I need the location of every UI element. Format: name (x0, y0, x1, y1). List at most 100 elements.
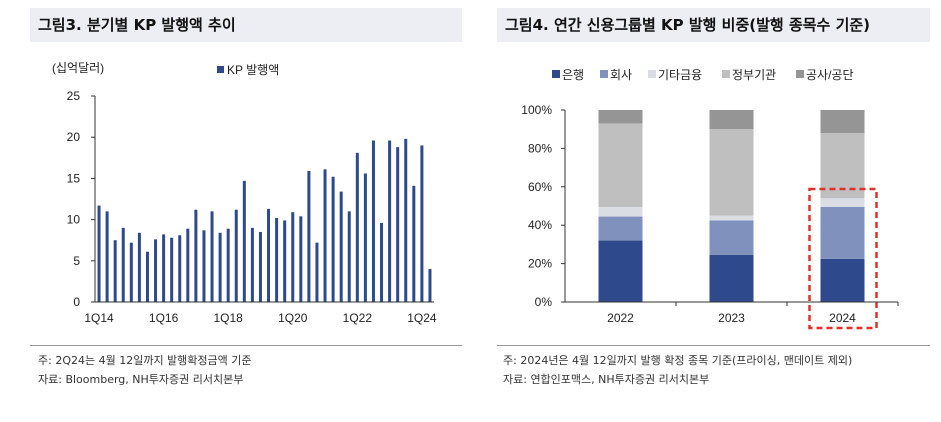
bar-1Q15 (129, 242, 133, 302)
bar-2024-회사 (820, 206, 865, 259)
bar-1Q17 (194, 209, 198, 302)
y-tick-label: 25 (67, 89, 81, 103)
y-tick-label: 80% (528, 141, 552, 155)
y-tick-label: 100% (521, 103, 552, 117)
bar-2Q18 (234, 209, 238, 302)
bar-2023-정부기관 (709, 129, 754, 216)
bar-2Q16 (170, 237, 174, 302)
bar-4Q17 (218, 232, 222, 302)
legend-label: KP 발행액 (227, 62, 279, 77)
bar-3Q21 (339, 191, 343, 302)
legend-label: 정부기관 (732, 68, 776, 82)
x-tick-label: 1Q18 (213, 311, 243, 325)
bar-2022-회사 (598, 216, 643, 241)
bar-3Q15 (145, 251, 149, 302)
y-tick-label: 20% (528, 257, 552, 271)
bar-1Q18 (226, 228, 230, 302)
highlight-box (808, 187, 878, 330)
x-tick-label: 1Q22 (343, 311, 373, 325)
bar-2Q23 (396, 147, 400, 302)
y-tick-label: 20 (67, 130, 81, 144)
bar-2024-공사/공단 (820, 110, 865, 134)
y-tick-label: 10 (67, 213, 81, 227)
bar-2022-기타금융 (598, 206, 643, 217)
x-tick-label: 1Q14 (84, 311, 114, 325)
figure4-title: 그림4. 연간 신용그룹별 KP 발행 비중(발행 종목수 기준) (497, 8, 930, 42)
bar-2Q14 (105, 211, 109, 302)
bar-2Q15 (137, 232, 141, 302)
bar-4Q15 (154, 239, 158, 302)
bar-2024-은행 (820, 258, 865, 302)
bar-4Q18 (250, 227, 254, 302)
bar-1Q22 (355, 152, 359, 302)
figure3-note: 주: 2Q24는 4월 12일까지 발행확정금액 기준 (38, 354, 252, 367)
bar-4Q23 (412, 185, 416, 302)
divider (497, 345, 930, 346)
bar-1Q19 (258, 231, 262, 302)
bar-3Q18 (242, 180, 246, 302)
x-tick-label: 2022 (607, 311, 634, 325)
bar-3Q17 (210, 211, 214, 302)
bar-3Q20 (307, 170, 311, 302)
x-tick-label: 1Q16 (149, 311, 179, 325)
bar-4Q22 (380, 222, 384, 302)
bar-4Q16 (186, 228, 190, 302)
y-tick-label: 15 (67, 171, 81, 185)
figure4-source: 자료: 연합인포맥스, NH투자증권 리서치본부 (503, 373, 710, 386)
bar-1Q23 (388, 140, 392, 302)
x-tick-label: 1Q24 (407, 311, 437, 325)
bar-1Q24 (420, 145, 424, 302)
bar-1Q14 (97, 205, 101, 302)
credit-group-share-chart: 은행 회사 기타금융 정부기관 공사/공단 0% 20% 40% 60% 80% 100% 2022 2… (521, 67, 899, 330)
legend-swatch-기타금융 (648, 70, 656, 78)
divider (30, 345, 462, 346)
bar-3Q14 (113, 240, 117, 302)
bar-4Q19 (283, 220, 287, 302)
bar-2Q17 (202, 230, 206, 302)
x-tick-label: 2024 (829, 311, 856, 325)
legend-label: 기타금융 (658, 68, 702, 82)
bar-1Q20 (291, 212, 295, 302)
legend-swatch-회사 (600, 70, 608, 78)
bar-2022-은행 (598, 240, 643, 302)
y-tick-label: 60% (528, 180, 552, 194)
bar-1Q21 (323, 169, 327, 302)
bar-2Q24 (428, 269, 432, 302)
bar-4Q20 (315, 242, 319, 302)
figure3-source: 자료: Bloomberg, NH투자증권 리서치본부 (38, 373, 244, 386)
bar-2Q20 (299, 216, 303, 302)
bar-2024-정부기관 (820, 133, 865, 199)
bar-2023-기타금융 (709, 215, 754, 221)
x-tick-label: 1Q20 (278, 311, 308, 325)
legend-swatch-정부기관 (722, 70, 730, 78)
bar-2Q22 (363, 173, 367, 302)
y-tick-label: 5 (73, 254, 80, 268)
bar-2024-기타금융 (820, 198, 865, 207)
legend-label: 은행 (562, 67, 584, 82)
bar-3Q19 (275, 217, 279, 302)
legend-label: 공사/공단 (806, 68, 854, 82)
bar-4Q14 (121, 227, 125, 302)
bar-2022-공사/공단 (598, 110, 643, 124)
legend-swatch-은행 (552, 70, 560, 78)
y-tick-label: 40% (528, 218, 552, 232)
x-tick-label: 2023 (718, 311, 745, 325)
bar-2023-회사 (709, 220, 754, 255)
figure3-title: 그림3. 분기별 KP 발행액 추이 (30, 8, 462, 42)
quarterly-kp-chart: (십억달러) KP 발행액 0 5 10 15 20 25 1Q14 1Q16 1Q18 1Q20 1Q… (52, 61, 437, 325)
bar-3Q16 (178, 235, 182, 302)
bar-2023-은행 (709, 254, 754, 302)
bar-4Q21 (347, 211, 351, 302)
y-tick-label: 0% (535, 295, 553, 309)
bar-3Q22 (371, 140, 375, 302)
bar-2022-정부기관 (598, 123, 643, 207)
legend-label: 회사 (610, 68, 632, 82)
bar-1Q16 (162, 234, 166, 302)
bar-2Q21 (331, 176, 335, 302)
bar-2023-공사/공단 (709, 110, 754, 130)
figure4-note: 주: 2024년은 4월 12일까지 발행 확정 종목 기준(프라이싱, 맨데이… (503, 354, 853, 367)
y-tick-label: 0 (73, 295, 80, 309)
bar-3Q23 (404, 138, 408, 302)
legend-swatch (217, 66, 224, 73)
